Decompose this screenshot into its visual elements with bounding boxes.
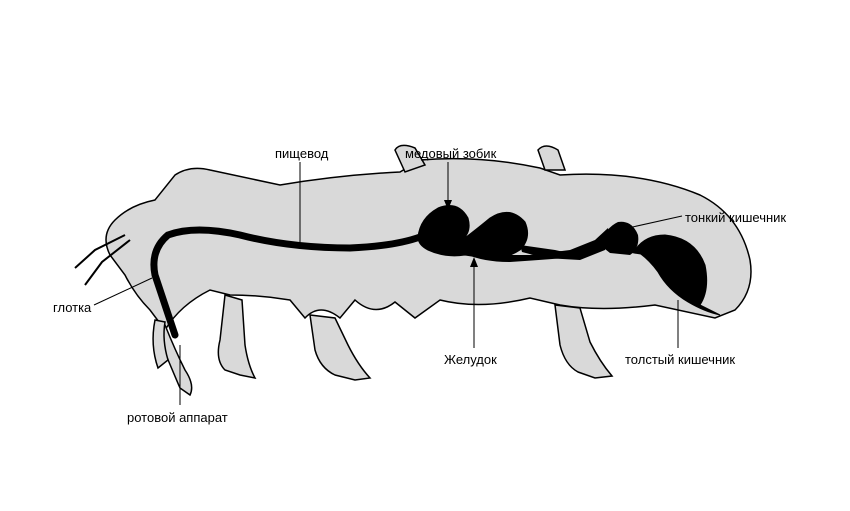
leg-2	[310, 315, 370, 380]
label-honey-crop: медовый зобик	[405, 146, 496, 161]
wing-stub-2	[538, 146, 565, 170]
label-thick-intestine: толстый кишечник	[625, 352, 735, 367]
leg-3	[555, 305, 612, 378]
label-stomach: Желудок	[444, 352, 497, 367]
label-thin-intestine: тонкий кишечник	[685, 210, 786, 225]
label-esophagus: пищевод	[275, 146, 328, 161]
label-pharynx: глотка	[53, 300, 91, 315]
intestine-connection	[632, 250, 660, 252]
bee-illustration	[0, 0, 850, 506]
label-mouthparts: ротовой аппарат	[127, 410, 228, 425]
bee-anatomy-diagram: пищевод медовый зобик тонкий кишечник гл…	[0, 0, 850, 506]
leg-1	[218, 295, 255, 378]
